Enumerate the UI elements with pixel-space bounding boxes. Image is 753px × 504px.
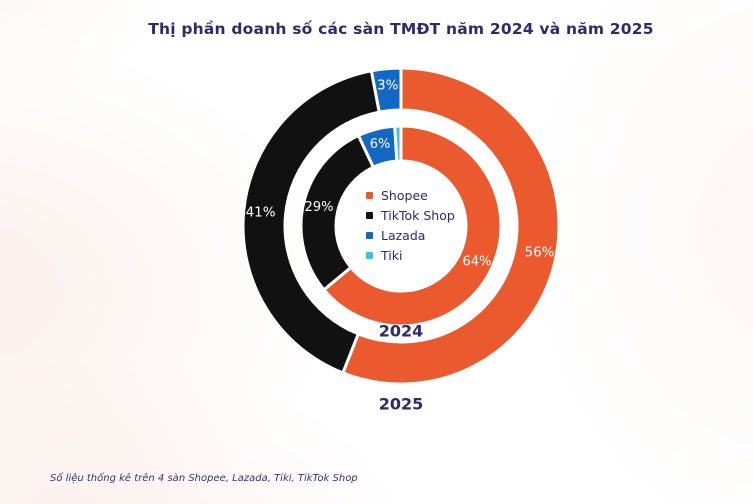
chart-title: Thị phần doanh số các sàn TMĐT năm 2024 … xyxy=(148,20,654,38)
chart-legend: Shopee TikTok Shop Lazada Tiki xyxy=(366,185,455,265)
segment-2025-tiktok-shop xyxy=(241,69,381,375)
segment-2025-shopee xyxy=(341,66,561,386)
legend-swatch-shopee xyxy=(366,191,373,199)
legend-item-tiktok-shop: TikTok Shop xyxy=(366,205,455,225)
year-label-2025: 2025 xyxy=(379,395,424,414)
source-note: Số liệu thống kê trên 4 sàn Shopee, Laza… xyxy=(50,473,358,484)
segment-2024-shopee xyxy=(322,124,503,328)
legend-label-shopee: Shopee xyxy=(381,187,428,203)
value-label-2024-lazada: 6% xyxy=(370,137,391,152)
legend-swatch-lazada xyxy=(366,231,373,239)
segment-2024-tiki xyxy=(393,124,403,163)
legend-item-lazada: Lazada xyxy=(366,225,455,245)
legend-swatch-tiki xyxy=(366,251,373,259)
legend-label-tiki: Tiki xyxy=(381,247,403,263)
year-label-2024: 2024 xyxy=(379,322,424,341)
legend-item-shopee: Shopee xyxy=(366,185,455,205)
legend-swatch-tiktok-shop xyxy=(366,211,373,219)
value-label-2025-shopee: 56% xyxy=(524,244,554,260)
value-label-2025-lazada: 3% xyxy=(377,78,399,94)
legend-label-tiktok-shop: TikTok Shop xyxy=(381,207,455,223)
legend-label-lazada: Lazada xyxy=(381,227,426,243)
legend-item-tiki: Tiki xyxy=(366,245,455,265)
value-label-2024-tiktok-shop: 29% xyxy=(305,200,334,215)
value-label-2024-shopee: 64% xyxy=(463,254,492,269)
value-label-2025-tiktok-shop: 41% xyxy=(246,205,276,221)
segment-2025-lazada xyxy=(369,66,403,114)
